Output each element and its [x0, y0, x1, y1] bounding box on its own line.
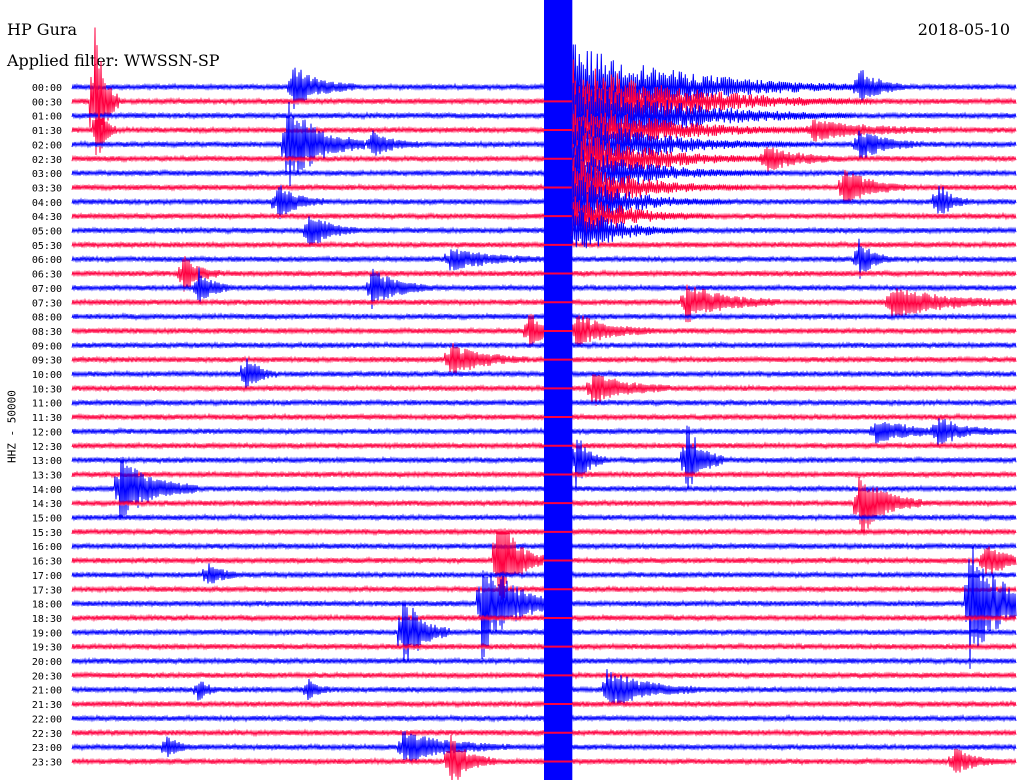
filter-label: Applied filter: WWSSN-SP	[7, 51, 220, 70]
tick-label: 08:30	[32, 327, 62, 338]
tick-label: 12:30	[32, 442, 62, 453]
tick-label: 22:30	[32, 729, 62, 740]
mainshock-coda	[571, 157, 752, 209]
tick-label: 21:00	[32, 686, 62, 697]
tick-label: 11:00	[32, 399, 62, 410]
tick-label: 02:30	[32, 155, 62, 166]
tick-label: 19:30	[32, 643, 62, 654]
tick-label: 08:00	[32, 313, 62, 324]
mainshock-coda	[571, 120, 812, 170]
tick-label: 21:30	[32, 700, 62, 711]
tick-label: 22:00	[32, 714, 62, 725]
tick-label: 18:30	[32, 614, 62, 625]
tick-label: 09:00	[32, 341, 62, 352]
tick-label: 16:00	[32, 542, 62, 553]
tick-label: 10:00	[32, 370, 62, 381]
tick-label: 14:30	[32, 499, 62, 510]
tick-label: 15:30	[32, 528, 62, 539]
tick-label: 07:00	[32, 284, 62, 295]
tick-label: 19:00	[32, 628, 62, 639]
tick-label: 10:30	[32, 384, 62, 395]
tick-label: 20:30	[32, 671, 62, 682]
mainshock-coda	[571, 104, 832, 157]
tick-label: 00:30	[32, 97, 62, 108]
tick-label: 17:30	[32, 585, 62, 596]
station-name: HP Gura	[7, 20, 78, 39]
tick-label: 23:00	[32, 743, 62, 754]
tick-label: 04:00	[32, 198, 62, 209]
mainshock-coda	[571, 59, 872, 133]
tick-label: 14:00	[32, 485, 62, 496]
tick-label: 05:00	[32, 227, 62, 238]
tick-label: 23:30	[32, 757, 62, 768]
tick-label: 03:00	[32, 169, 62, 180]
tick-label: 13:30	[32, 470, 62, 481]
tick-label: 13:00	[32, 456, 62, 467]
mainshock-coda	[571, 170, 732, 229]
mainshock-coda	[571, 76, 852, 152]
mainshock-coda	[571, 209, 692, 249]
tick-label: 03:30	[32, 183, 62, 194]
mainshock-coda	[571, 145, 772, 198]
tick-label: 00:00	[32, 83, 62, 94]
tick-label: 04:30	[32, 212, 62, 223]
tick-label: 15:00	[32, 514, 62, 525]
tick-label: 06:30	[32, 270, 62, 281]
tick-label: 17:00	[32, 571, 62, 582]
mainshock-coda	[571, 132, 792, 186]
tick-label: 01:30	[32, 126, 62, 137]
tick-label: 05:30	[32, 241, 62, 252]
mainshock-saturation	[544, 0, 573, 780]
tick-label: 09:30	[32, 356, 62, 367]
tick-label: 16:30	[32, 557, 62, 568]
tick-label: 20:00	[32, 657, 62, 668]
tick-label: 01:00	[32, 112, 62, 123]
tick-label: 02:00	[32, 140, 62, 151]
tick-label: 07:30	[32, 298, 62, 309]
mainshock-coda	[571, 194, 712, 242]
mainshock-coda	[571, 44, 892, 124]
record-date: 2018-05-10	[917, 20, 1010, 39]
tick-label: 18:00	[32, 600, 62, 611]
tick-label: 12:00	[32, 427, 62, 438]
tick-label: 06:00	[32, 255, 62, 266]
tick-label: 11:30	[32, 413, 62, 424]
